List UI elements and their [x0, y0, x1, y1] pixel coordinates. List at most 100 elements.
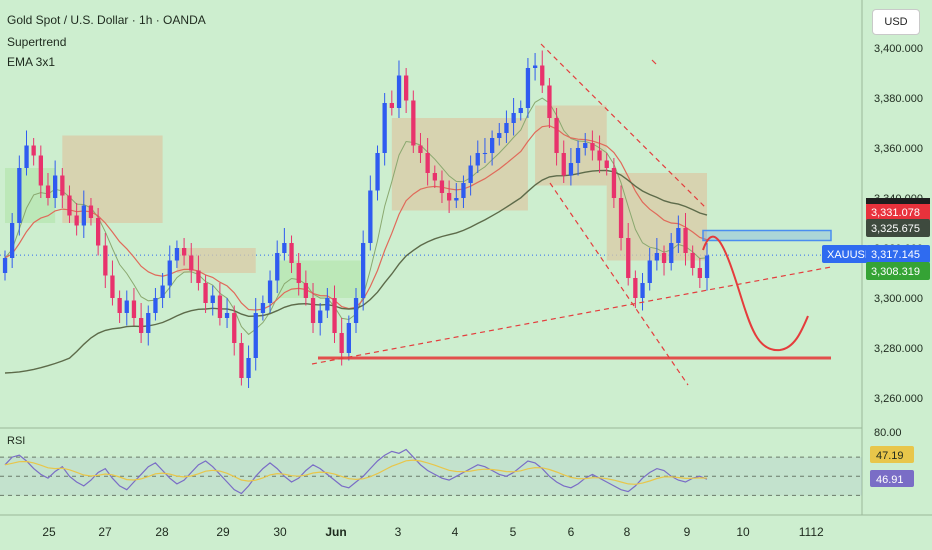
candle [203, 283, 208, 303]
indicator-supertrend-label: Supertrend [7, 35, 67, 49]
candle [310, 298, 316, 323]
candle [533, 65, 538, 68]
candle [504, 123, 509, 133]
support-line [318, 356, 831, 360]
candle [418, 145, 423, 153]
candle [396, 75, 402, 108]
candle [24, 145, 29, 168]
candle [618, 198, 624, 238]
x-tick-label: 9 [684, 525, 691, 539]
rsi-value-tag [870, 470, 914, 487]
x-tick-label: 6 [568, 525, 575, 539]
candle [182, 248, 187, 256]
candle [461, 183, 466, 198]
candle [60, 175, 65, 196]
price-tag-label: 3,325.675 [871, 223, 920, 235]
candle [447, 193, 452, 201]
candle [153, 298, 158, 313]
trendline-channel-top [540, 43, 707, 209]
rsi-ma-tag-label: 47.19 [876, 450, 904, 462]
candle [146, 313, 151, 333]
candle [611, 168, 617, 198]
candle [67, 195, 72, 216]
symbol-tag [822, 245, 868, 263]
candle [2, 258, 8, 273]
candle [239, 343, 244, 378]
candle [640, 283, 645, 298]
x-tick-label: 4 [452, 525, 459, 539]
candle [389, 103, 394, 108]
y-tick-label: 3,300.000 [874, 293, 923, 305]
x-tick-label: 5 [510, 525, 517, 539]
candle [353, 298, 359, 323]
candle [275, 253, 280, 281]
candle [303, 283, 308, 298]
candle [210, 295, 215, 303]
price-tag-label: 3,331.078 [871, 207, 920, 219]
currency-selector[interactable]: USD [872, 9, 920, 35]
x-tick-label: 3 [395, 525, 402, 539]
rsi-label: RSI [7, 435, 25, 447]
candle [217, 295, 223, 318]
candle [246, 358, 251, 378]
y-tick-label: 3,260.000 [874, 393, 923, 405]
candle [654, 253, 659, 261]
rsi-ma-tag [870, 446, 914, 463]
candle [117, 298, 122, 313]
candle [124, 300, 129, 313]
candle [346, 323, 351, 353]
x-tick-label: 27 [98, 525, 112, 539]
y-tick-label: 3,400.000 [874, 43, 923, 55]
x-tick-label: 8 [624, 525, 631, 539]
candle [267, 280, 273, 303]
rsi-ma-line [4, 459, 708, 485]
supertrend-band [62, 135, 163, 223]
candle [296, 263, 301, 283]
candle [404, 75, 409, 101]
candle [676, 228, 681, 243]
candle [45, 185, 51, 198]
candle [17, 168, 22, 223]
candle [375, 153, 380, 191]
rsi-tick-label: 80.00 [874, 427, 902, 439]
price-tag [866, 262, 930, 280]
indicator-ema-label: EMA 3x1 [7, 55, 56, 69]
y-tick-label: 3,380.000 [874, 93, 923, 105]
candle [318, 310, 323, 323]
candle [10, 223, 15, 258]
candle [196, 270, 201, 283]
candle [38, 155, 43, 186]
candle [160, 285, 165, 298]
candle [425, 153, 430, 173]
candle [697, 268, 702, 278]
candle [669, 243, 674, 263]
candle [339, 333, 344, 353]
candle [439, 180, 445, 193]
price-tag [866, 203, 930, 221]
candle [647, 260, 652, 283]
candle [167, 260, 172, 286]
candle [568, 163, 574, 176]
candle [368, 190, 373, 243]
candle [497, 133, 502, 138]
candle [88, 205, 94, 218]
candle [475, 153, 480, 166]
candle [525, 68, 531, 108]
candle [31, 145, 36, 156]
candle [325, 298, 330, 311]
candle [289, 243, 294, 263]
candle [74, 215, 79, 226]
x-tick-label: 29 [216, 525, 230, 539]
candle [282, 243, 287, 253]
x-tick-label: Jun [325, 525, 346, 539]
candle [110, 275, 115, 298]
candle [554, 118, 559, 153]
candle [633, 278, 638, 298]
candle [518, 108, 523, 113]
price-tag [866, 245, 930, 263]
candle [575, 148, 581, 163]
candle [482, 153, 488, 154]
rsi-line [4, 448, 708, 495]
